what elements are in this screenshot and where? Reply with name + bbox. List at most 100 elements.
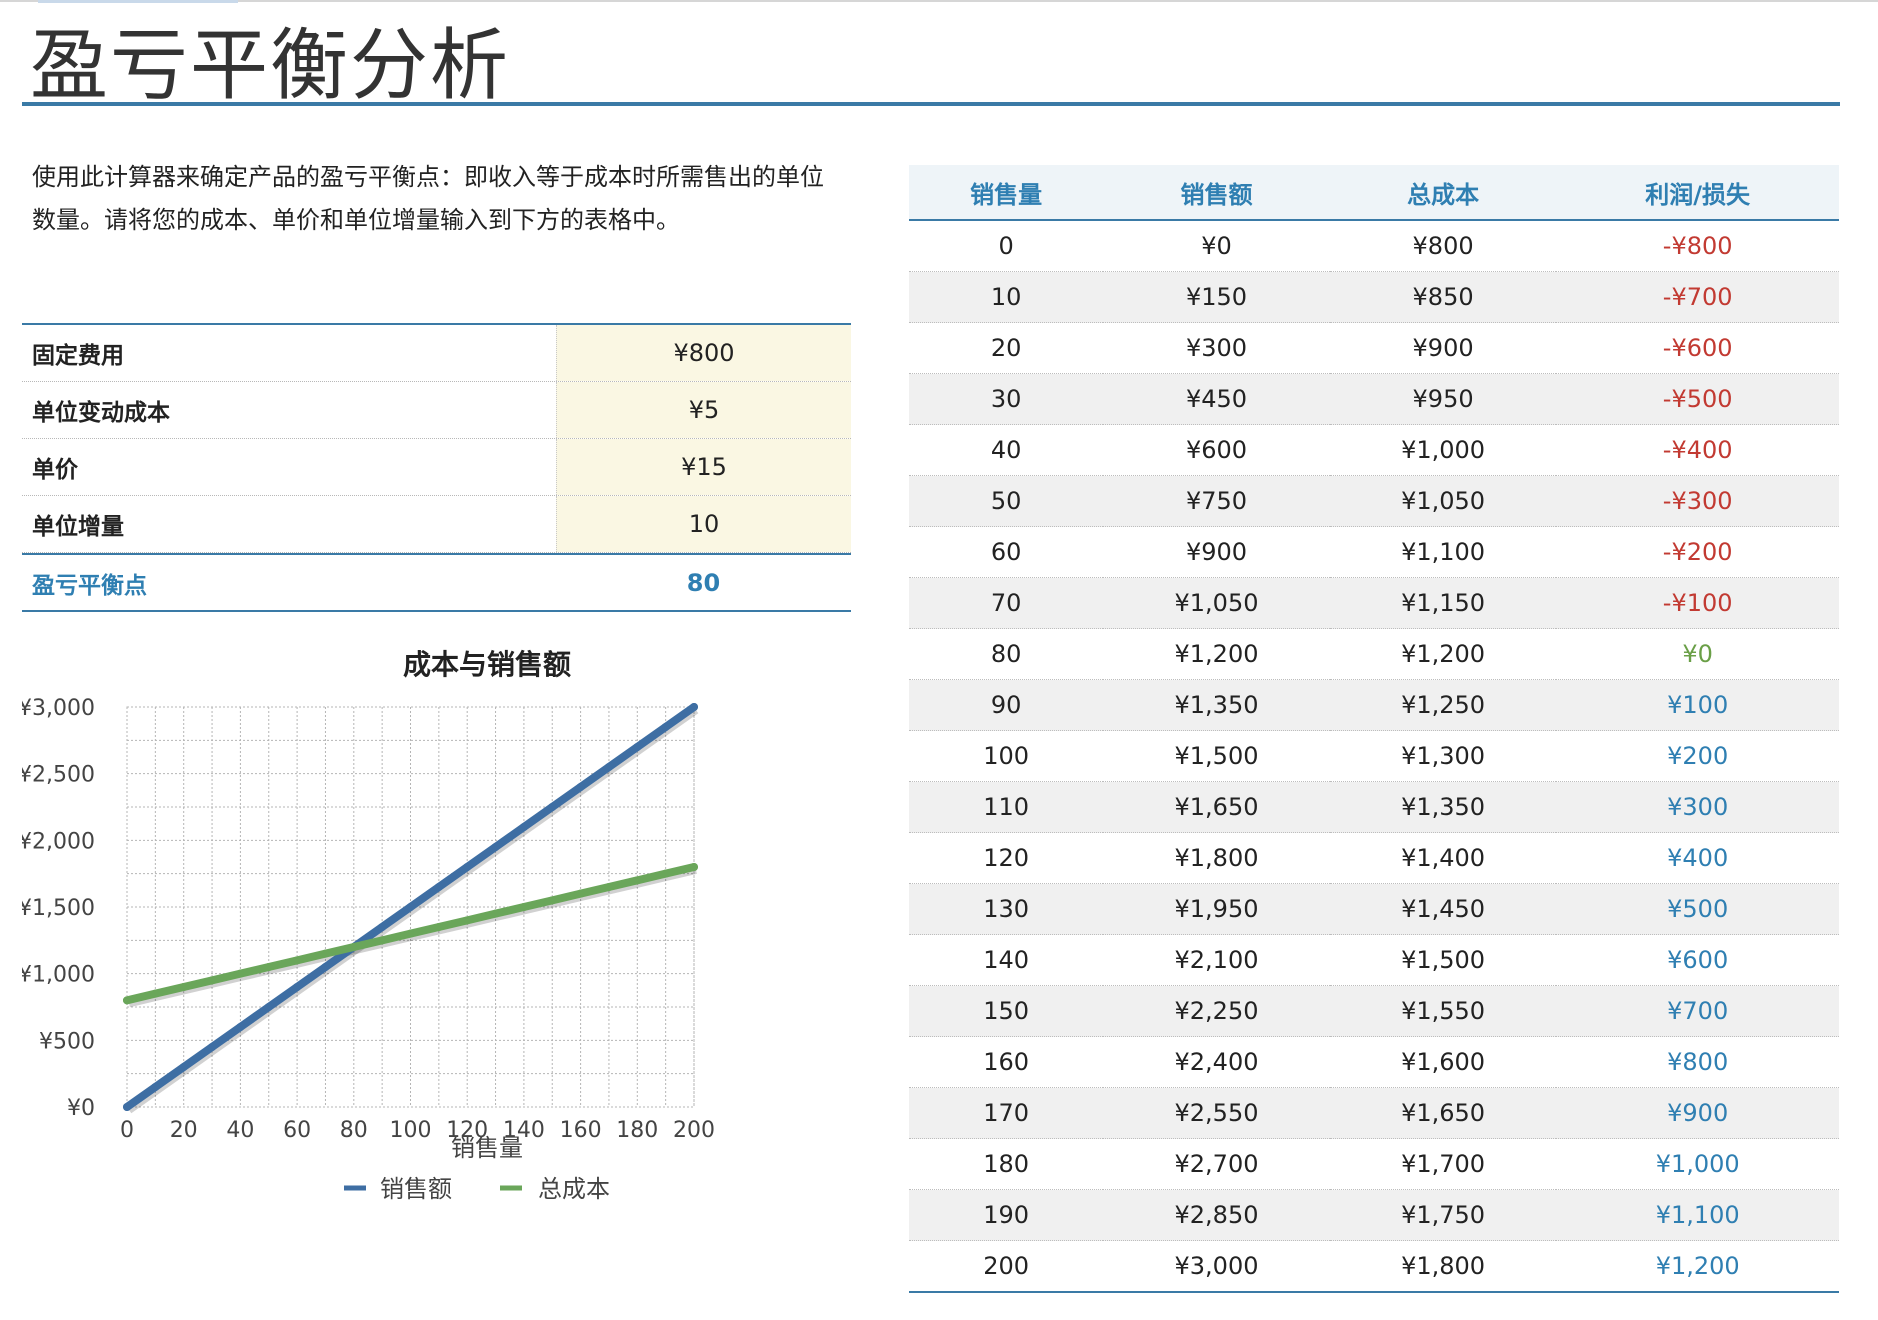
- cell-profit-loss[interactable]: ¥1,100: [1556, 1189, 1839, 1241]
- cell-sales[interactable]: ¥2,700: [1103, 1138, 1330, 1190]
- total-cost-point[interactable]: [576, 889, 585, 898]
- total-cost-point[interactable]: [321, 949, 330, 958]
- cell-total-cost[interactable]: ¥1,000: [1329, 424, 1557, 476]
- cell-profit-loss[interactable]: ¥800: [1556, 1036, 1839, 1088]
- cell-units[interactable]: 150: [909, 985, 1104, 1037]
- cell-profit-loss[interactable]: ¥600: [1556, 934, 1839, 986]
- unit-price-input[interactable]: ¥15: [556, 439, 851, 495]
- cell-profit-loss[interactable]: ¥1,200: [1556, 1240, 1839, 1293]
- cell-sales[interactable]: ¥450: [1103, 373, 1330, 425]
- cell-sales[interactable]: ¥300: [1103, 322, 1330, 374]
- sales-point[interactable]: [293, 983, 302, 991]
- cell-units[interactable]: 190: [909, 1189, 1104, 1241]
- col-header-profit-loss[interactable]: 利润/损失: [1556, 165, 1839, 221]
- cell-profit-loss[interactable]: -¥600: [1556, 322, 1839, 374]
- cell-units[interactable]: 70: [909, 577, 1104, 629]
- total-cost-point[interactable]: [548, 896, 557, 905]
- cell-sales[interactable]: ¥1,200: [1103, 628, 1330, 680]
- cell-total-cost[interactable]: ¥1,800: [1329, 1240, 1557, 1293]
- fixed-cost-input[interactable]: ¥800: [556, 325, 851, 381]
- sales-point[interactable]: [576, 783, 585, 791]
- sales-point[interactable]: [434, 883, 443, 891]
- total-cost-point[interactable]: [434, 923, 443, 931]
- cell-sales[interactable]: ¥1,650: [1103, 781, 1330, 833]
- total-cost-point[interactable]: [463, 916, 472, 925]
- cell-total-cost[interactable]: ¥1,300: [1329, 730, 1557, 782]
- sales-point[interactable]: [123, 1103, 131, 1111]
- cell-total-cost[interactable]: ¥1,200: [1329, 628, 1557, 680]
- variable-cost-input[interactable]: ¥5: [556, 382, 851, 438]
- sales-point[interactable]: [519, 823, 528, 831]
- cell-profit-loss[interactable]: ¥100: [1556, 679, 1839, 731]
- cell-sales[interactable]: ¥600: [1103, 424, 1330, 476]
- cell-units[interactable]: 80: [909, 628, 1104, 680]
- total-cost-point[interactable]: [491, 909, 500, 918]
- sales-point[interactable]: [236, 1023, 245, 1031]
- cell-units[interactable]: 100: [909, 730, 1104, 782]
- cell-units[interactable]: 60: [909, 526, 1104, 578]
- total-cost-point[interactable]: [604, 883, 613, 891]
- cell-units[interactable]: 10: [909, 271, 1104, 323]
- cell-profit-loss[interactable]: ¥200: [1556, 730, 1839, 782]
- cell-profit-loss[interactable]: ¥300: [1556, 781, 1839, 833]
- cell-total-cost[interactable]: ¥800: [1329, 220, 1557, 272]
- cell-profit-loss[interactable]: -¥300: [1556, 475, 1839, 527]
- col-header-sales[interactable]: 销售额: [1103, 165, 1330, 221]
- cell-sales[interactable]: ¥2,100: [1103, 934, 1330, 986]
- cell-units[interactable]: 200: [909, 1240, 1104, 1293]
- sales-point[interactable]: [548, 803, 557, 811]
- cell-total-cost[interactable]: ¥1,700: [1329, 1138, 1557, 1190]
- cell-units[interactable]: 40: [909, 424, 1104, 476]
- cell-sales[interactable]: ¥2,250: [1103, 985, 1330, 1037]
- cell-sales[interactable]: ¥750: [1103, 475, 1330, 527]
- col-header-units[interactable]: 销售量: [909, 165, 1104, 221]
- total-cost-point[interactable]: [264, 963, 273, 971]
- total-cost-point[interactable]: [661, 869, 670, 878]
- cell-total-cost[interactable]: ¥950: [1329, 373, 1557, 425]
- cell-units[interactable]: 30: [909, 373, 1104, 425]
- cost-sales-chart[interactable]: 成本与销售额 ¥0 ¥500 ¥1,000 ¥1,500 ¥2,000 ¥2,500 ¥3,…: [22, 630, 862, 1210]
- total-cost-point[interactable]: [406, 929, 415, 938]
- cell-profit-loss[interactable]: -¥400: [1556, 424, 1839, 476]
- cell-units[interactable]: 120: [909, 832, 1104, 884]
- unit-increment-input[interactable]: 10: [556, 496, 851, 552]
- total-cost-point[interactable]: [208, 976, 217, 985]
- cell-total-cost[interactable]: ¥1,750: [1329, 1189, 1557, 1241]
- cell-profit-loss[interactable]: -¥700: [1556, 271, 1839, 323]
- total-cost-point[interactable]: [633, 876, 642, 885]
- cell-sales[interactable]: ¥1,950: [1103, 883, 1330, 935]
- total-cost-point[interactable]: [519, 903, 528, 911]
- cell-total-cost[interactable]: ¥1,100: [1329, 526, 1557, 578]
- cell-sales[interactable]: ¥2,550: [1103, 1087, 1330, 1139]
- cell-profit-loss[interactable]: ¥400: [1556, 832, 1839, 884]
- cell-sales[interactable]: ¥2,400: [1103, 1036, 1330, 1088]
- cell-units[interactable]: 140: [909, 934, 1104, 986]
- cell-profit-loss[interactable]: ¥500: [1556, 883, 1839, 935]
- cell-units[interactable]: 20: [909, 322, 1104, 374]
- sales-point[interactable]: [264, 1003, 273, 1011]
- cell-sales[interactable]: ¥2,850: [1103, 1189, 1330, 1241]
- cell-sales[interactable]: ¥3,000: [1103, 1240, 1330, 1293]
- cell-total-cost[interactable]: ¥1,600: [1329, 1036, 1557, 1088]
- cell-units[interactable]: 50: [909, 475, 1104, 527]
- total-cost-point[interactable]: [378, 936, 387, 945]
- cell-sales[interactable]: ¥900: [1103, 526, 1330, 578]
- cell-total-cost[interactable]: ¥1,450: [1329, 883, 1557, 935]
- cell-total-cost[interactable]: ¥1,500: [1329, 934, 1557, 986]
- total-cost-point[interactable]: [349, 943, 358, 951]
- cell-sales[interactable]: ¥1,350: [1103, 679, 1330, 731]
- total-cost-point[interactable]: [236, 969, 245, 978]
- cell-total-cost[interactable]: ¥1,350: [1329, 781, 1557, 833]
- total-cost-point[interactable]: [179, 983, 188, 991]
- cell-units[interactable]: 170: [909, 1087, 1104, 1139]
- cell-units[interactable]: 130: [909, 883, 1104, 935]
- cell-units[interactable]: 180: [909, 1138, 1104, 1190]
- cell-units[interactable]: 110: [909, 781, 1104, 833]
- cell-profit-loss[interactable]: ¥1,000: [1556, 1138, 1839, 1190]
- sales-point[interactable]: [406, 903, 415, 911]
- cell-sales[interactable]: ¥1,800: [1103, 832, 1330, 884]
- sales-point[interactable]: [321, 963, 330, 971]
- sales-point[interactable]: [604, 763, 613, 771]
- cell-profit-loss[interactable]: -¥500: [1556, 373, 1839, 425]
- cell-profit-loss[interactable]: ¥0: [1556, 628, 1839, 680]
